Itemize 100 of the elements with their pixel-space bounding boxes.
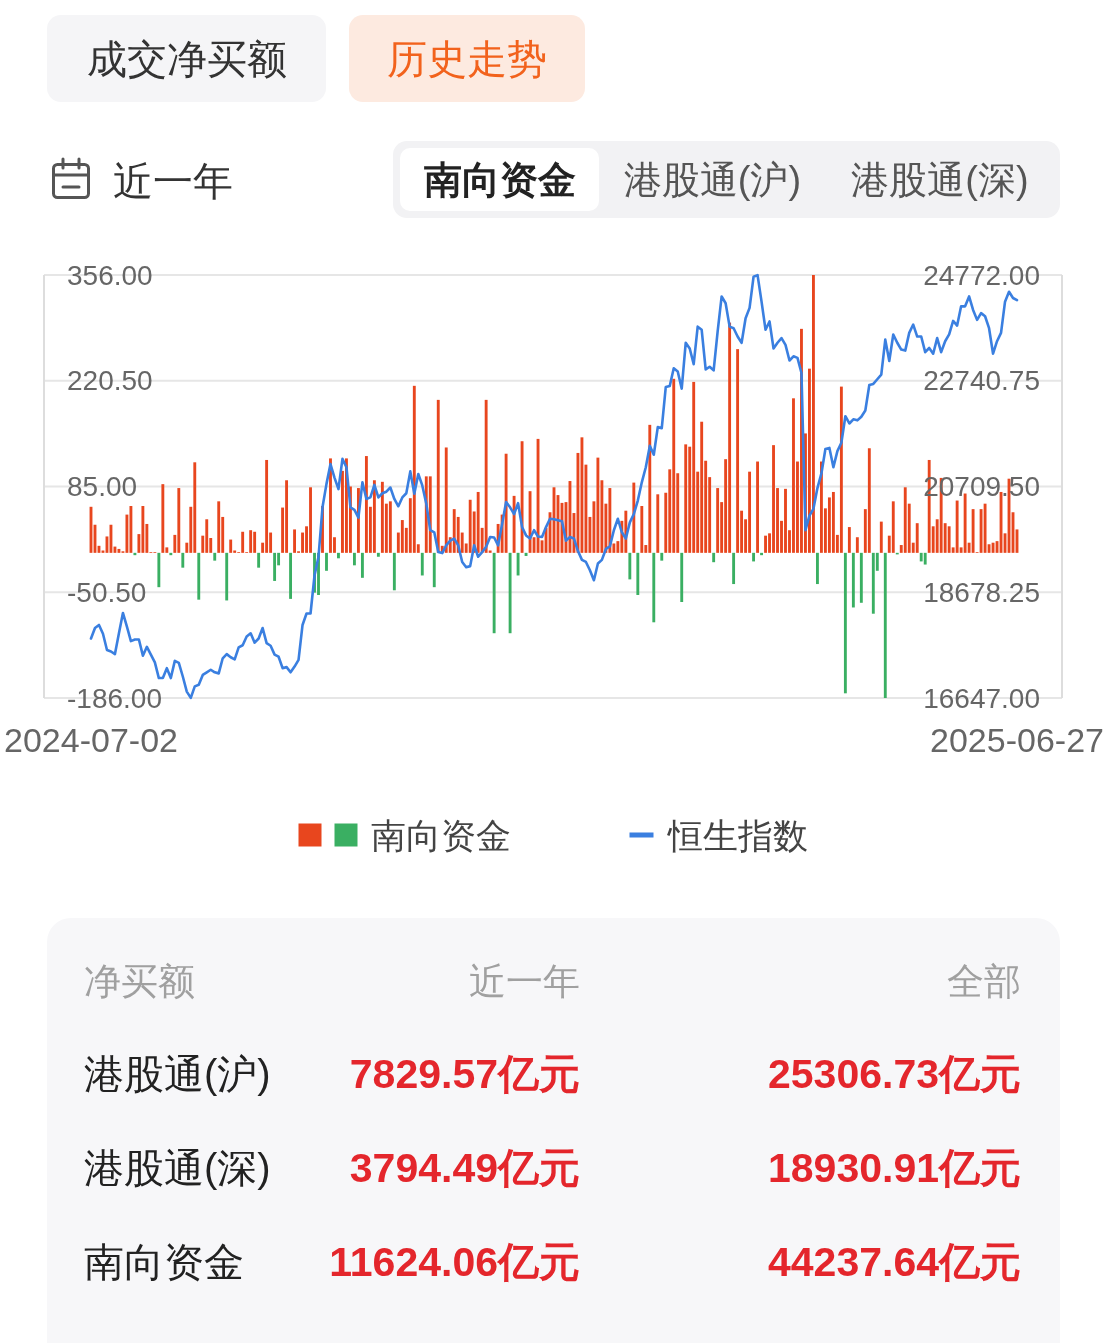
bar	[253, 531, 257, 553]
xtick: 2024-07-02	[4, 721, 178, 759]
bar	[716, 488, 720, 553]
bar	[197, 552, 201, 600]
segment-label: 南向资金	[423, 159, 576, 201]
table-cell: 44237.64亿元	[768, 1239, 1021, 1285]
bar	[249, 530, 253, 553]
bar	[915, 523, 919, 553]
segment-label: 港股通(沪)	[623, 159, 802, 201]
table-row: 港股通(深)	[84, 1146, 271, 1190]
bar	[843, 552, 847, 694]
bar	[608, 488, 612, 553]
bar	[468, 499, 472, 553]
bar	[273, 552, 277, 581]
bar	[229, 539, 233, 553]
bar	[492, 552, 496, 634]
bar	[891, 501, 895, 553]
bar	[732, 552, 736, 585]
table-header: 全部	[947, 960, 1021, 1002]
bar	[516, 552, 520, 576]
bar	[436, 399, 440, 553]
bar	[923, 552, 927, 565]
bar	[225, 552, 229, 601]
bar	[859, 552, 863, 603]
table-row: 南向资金	[84, 1240, 244, 1284]
bar	[508, 552, 512, 634]
bar	[412, 385, 416, 553]
table-cell: 25306.73亿元	[768, 1051, 1021, 1097]
bar	[648, 424, 652, 553]
y2tick: 18678.25	[923, 576, 1040, 608]
bar	[652, 552, 656, 623]
bar	[241, 531, 245, 553]
table-cell: 3794.49亿元	[349, 1145, 580, 1191]
bar	[792, 398, 795, 553]
ytick: -186.00	[67, 682, 162, 714]
legend-label: 南向资金	[370, 815, 511, 855]
bar	[815, 552, 819, 585]
bar	[756, 461, 759, 553]
bar	[672, 378, 676, 553]
bar	[839, 386, 843, 553]
bar	[265, 459, 269, 553]
bar	[520, 441, 524, 553]
segment-label: 港股通(深)	[851, 159, 1029, 201]
table-header: 近一年	[469, 960, 580, 1002]
bar	[983, 503, 987, 553]
ytick: 220.50	[67, 365, 153, 397]
bar	[129, 506, 133, 553]
bar	[444, 447, 448, 553]
bar	[380, 481, 384, 553]
bar	[337, 552, 340, 559]
bar	[640, 506, 644, 553]
bar	[181, 552, 185, 568]
bar	[388, 501, 392, 553]
bar	[847, 527, 851, 553]
bar	[855, 537, 859, 553]
table-cell: 7829.57亿元	[349, 1051, 580, 1097]
bar	[484, 399, 488, 553]
y2tick: 22740.75	[923, 365, 1040, 397]
bar	[309, 487, 312, 553]
bar	[784, 488, 787, 553]
bar	[376, 552, 380, 557]
bar	[372, 480, 376, 553]
bar	[289, 552, 293, 599]
bar	[871, 552, 875, 614]
bar	[400, 520, 404, 553]
bar	[903, 487, 907, 553]
bar	[141, 506, 145, 553]
bar	[812, 275, 815, 553]
bar	[656, 494, 660, 553]
bar	[360, 552, 364, 578]
bar	[432, 552, 436, 588]
bar	[157, 552, 161, 588]
bar	[692, 381, 696, 553]
bar	[831, 491, 835, 553]
bar	[177, 488, 181, 553]
bar	[700, 421, 704, 553]
legend-label: 恒生指数	[667, 815, 808, 855]
period-label: 近一年	[113, 159, 233, 203]
bar	[947, 526, 951, 553]
table-cell: 11624.06亿元	[329, 1239, 580, 1285]
bar	[257, 552, 261, 568]
bar	[285, 480, 289, 553]
bar	[752, 552, 756, 562]
bar	[748, 471, 752, 553]
bar	[452, 509, 456, 553]
bar	[512, 495, 516, 553]
table-cell: 18930.91亿元	[768, 1145, 1021, 1191]
xtick: 2025-06-27	[930, 721, 1104, 759]
bar	[392, 552, 396, 591]
ytick: 356.00	[67, 259, 153, 291]
bar	[772, 445, 775, 553]
bar	[971, 509, 975, 553]
bar	[851, 552, 855, 608]
bar	[205, 519, 209, 553]
y2tick: 24772.00	[923, 259, 1040, 291]
bar	[293, 529, 296, 553]
bar	[660, 552, 664, 561]
bar	[193, 462, 197, 553]
bar	[879, 521, 883, 553]
bar	[883, 552, 887, 698]
